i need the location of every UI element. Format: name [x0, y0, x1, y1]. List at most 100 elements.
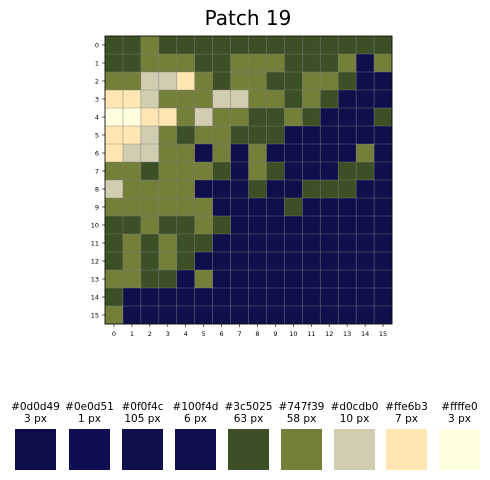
x-tick-label: 8 [255, 330, 259, 338]
x-tick-label: 6 [220, 330, 224, 338]
plot-frame [104, 35, 393, 325]
heatmap-cell [374, 36, 393, 55]
heatmap-cell [105, 126, 124, 145]
heatmap-cell [374, 288, 393, 307]
x-tick-label: 3 [166, 330, 170, 338]
heatmap-cell [105, 54, 124, 73]
heatmap-cell [320, 54, 339, 73]
y-tick-label: 15 [91, 311, 99, 319]
heatmap-cell [230, 252, 249, 271]
y-tick-label: 10 [91, 221, 99, 229]
heatmap-cell [248, 270, 267, 289]
heatmap-cell [158, 90, 178, 109]
heatmap-cell [122, 126, 142, 145]
y-tick-label: 5 [95, 131, 99, 139]
heatmap-cell [122, 252, 142, 271]
heatmap-cell [230, 162, 249, 181]
heatmap-cell [176, 72, 195, 91]
heatmap-cell [105, 180, 124, 199]
heatmap-cell [122, 180, 142, 199]
heatmap-cell [248, 90, 267, 109]
heatmap-cell [248, 198, 267, 217]
y-tick-label: 12 [91, 257, 99, 265]
heatmap-cell [320, 306, 339, 325]
heatmap-cell [266, 306, 285, 325]
heatmap-plot: 0 1 2 3 4 5 6 7 8 9 10 11 12 13 14 15012345678910111213… [91, 35, 393, 338]
heatmap-cell [158, 180, 178, 199]
heatmap-cell [230, 36, 249, 55]
y-tick-label: 7 [95, 167, 99, 175]
heatmap-cell [374, 252, 393, 271]
legend-swatch [386, 429, 427, 470]
heatmap-cell [176, 306, 195, 325]
heatmap-cell [356, 162, 375, 181]
legend-swatch [228, 429, 269, 470]
heatmap-cell [176, 288, 195, 307]
heatmap-cell [266, 126, 285, 145]
heatmap-cell [266, 90, 285, 109]
heatmap-cell [194, 144, 213, 163]
legend-count: 1 px [78, 413, 101, 425]
heatmap-cell [230, 108, 249, 127]
heatmap-cell [176, 90, 195, 109]
heatmap-cell [302, 180, 321, 199]
heatmap-cell [176, 198, 195, 217]
heatmap-cell [230, 144, 249, 163]
legend-count: 3 px [448, 413, 471, 425]
y-tick-label: 3 [95, 95, 99, 103]
legend-swatch [175, 429, 216, 470]
heatmap-cell [266, 198, 285, 217]
legend-count: 7 px [395, 413, 418, 425]
heatmap-cell [338, 90, 357, 109]
heatmap-cell [302, 144, 321, 163]
heatmap-cell [158, 270, 178, 289]
heatmap-cell [194, 108, 213, 127]
heatmap-cell [212, 306, 231, 325]
heatmap-cell [338, 234, 357, 253]
x-tick-label: 12 [325, 330, 333, 338]
heatmap-cell [230, 72, 249, 91]
heatmap-cell [374, 180, 393, 199]
heatmap-cell [356, 180, 375, 199]
heatmap-cell [105, 162, 124, 181]
legend-label: #ffffe0 3 px [430, 401, 490, 425]
y-tick-label: 8 [95, 185, 99, 193]
heatmap-cell [356, 126, 375, 145]
heatmap-cell [374, 108, 393, 127]
heatmap-cell [105, 234, 124, 253]
heatmap-cell [140, 234, 160, 253]
heatmap-cell [266, 180, 285, 199]
legend-hex: #3c5025 [224, 401, 273, 413]
heatmap-cell [266, 36, 285, 55]
heatmap-cell [140, 216, 160, 235]
heatmap-cell [248, 216, 267, 235]
heatmap-cell [266, 162, 285, 181]
heatmap-cell [266, 252, 285, 271]
x-tick-label: 2 [148, 330, 152, 338]
heatmap-cell [356, 288, 375, 307]
heatmap-cell [122, 234, 142, 253]
heatmap-cell [320, 90, 339, 109]
heatmap-cell [158, 252, 178, 271]
heatmap-cell [374, 270, 393, 289]
x-tick-label: 4 [184, 330, 188, 338]
legend-swatch [281, 429, 322, 470]
heatmap-cell [302, 234, 321, 253]
heatmap-cell [230, 216, 249, 235]
heatmap-cell [356, 54, 375, 73]
heatmap-cell [158, 72, 178, 91]
heatmap-cell [194, 126, 213, 145]
heatmap-cell [105, 90, 124, 109]
heatmap-cell [212, 126, 231, 145]
heatmap-cell [320, 72, 339, 91]
heatmap-cell [320, 198, 339, 217]
heatmap-cell [284, 234, 303, 253]
heatmap-cell [194, 288, 213, 307]
heatmap-cell [374, 306, 393, 325]
legend-label: #747f39 58 px [272, 401, 332, 425]
heatmap-cell [356, 72, 375, 91]
heatmap-cell [320, 216, 339, 235]
heatmap-cell [212, 54, 231, 73]
heatmap-cell [338, 36, 357, 55]
heatmap-cell [374, 234, 393, 253]
